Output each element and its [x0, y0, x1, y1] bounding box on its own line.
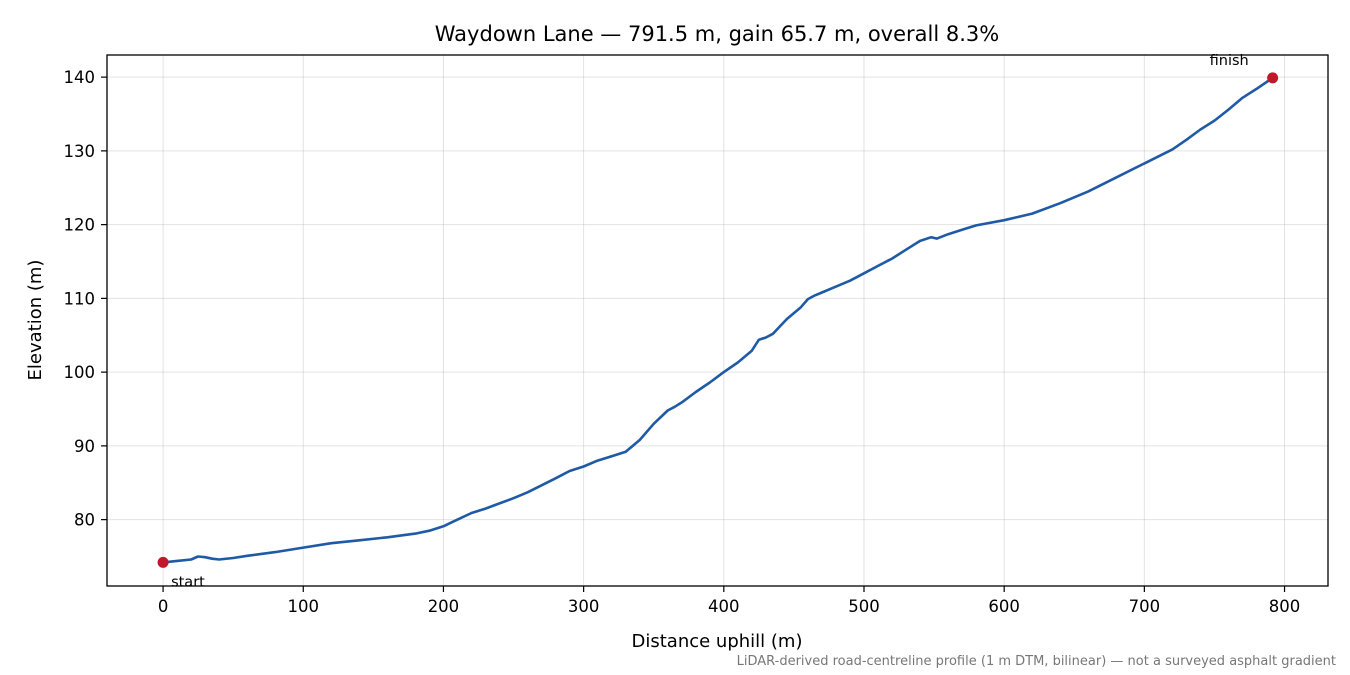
gridlines: [107, 55, 1328, 586]
y-tick-label: 120: [64, 216, 96, 235]
x-tick-label: 200: [428, 597, 460, 616]
y-axis-label: Elevation (m): [25, 260, 46, 381]
x-tick-label: 600: [988, 597, 1020, 616]
elevation-line: [161, 76, 1274, 564]
y-tick-label: 130: [64, 142, 96, 161]
x-tick-label: 400: [708, 597, 740, 616]
x-tick-label: 100: [288, 597, 320, 616]
x-axis: 0 100 200 300 400 500 600 700 800: [158, 586, 1300, 616]
x-axis-label: Distance uphill (m): [632, 631, 803, 652]
plot-frame: [106, 54, 1329, 587]
start-label: start: [171, 574, 205, 590]
x-tick-label: 500: [848, 597, 880, 616]
y-tick-label: 100: [64, 363, 96, 382]
x-tick-label: 800: [1269, 597, 1301, 616]
footnote: LiDAR-derived road-centreline profile (1…: [737, 654, 1336, 669]
y-axis: 80 90 100 110 120 130 140: [64, 68, 107, 530]
finish-marker: [1267, 72, 1279, 84]
y-tick-label: 80: [74, 511, 95, 530]
x-tick-label: 300: [568, 597, 600, 616]
x-tick-label: 0: [158, 597, 169, 616]
y-tick-label: 140: [64, 68, 96, 87]
y-tick-label: 90: [74, 437, 95, 456]
finish-label: finish: [1210, 53, 1249, 69]
start-marker: [157, 556, 169, 568]
y-tick-label: 110: [64, 289, 96, 308]
chart-title: Waydown Lane — 791.5 m, gain 65.7 m, ove…: [435, 22, 999, 46]
x-tick-label: 700: [1129, 597, 1161, 616]
